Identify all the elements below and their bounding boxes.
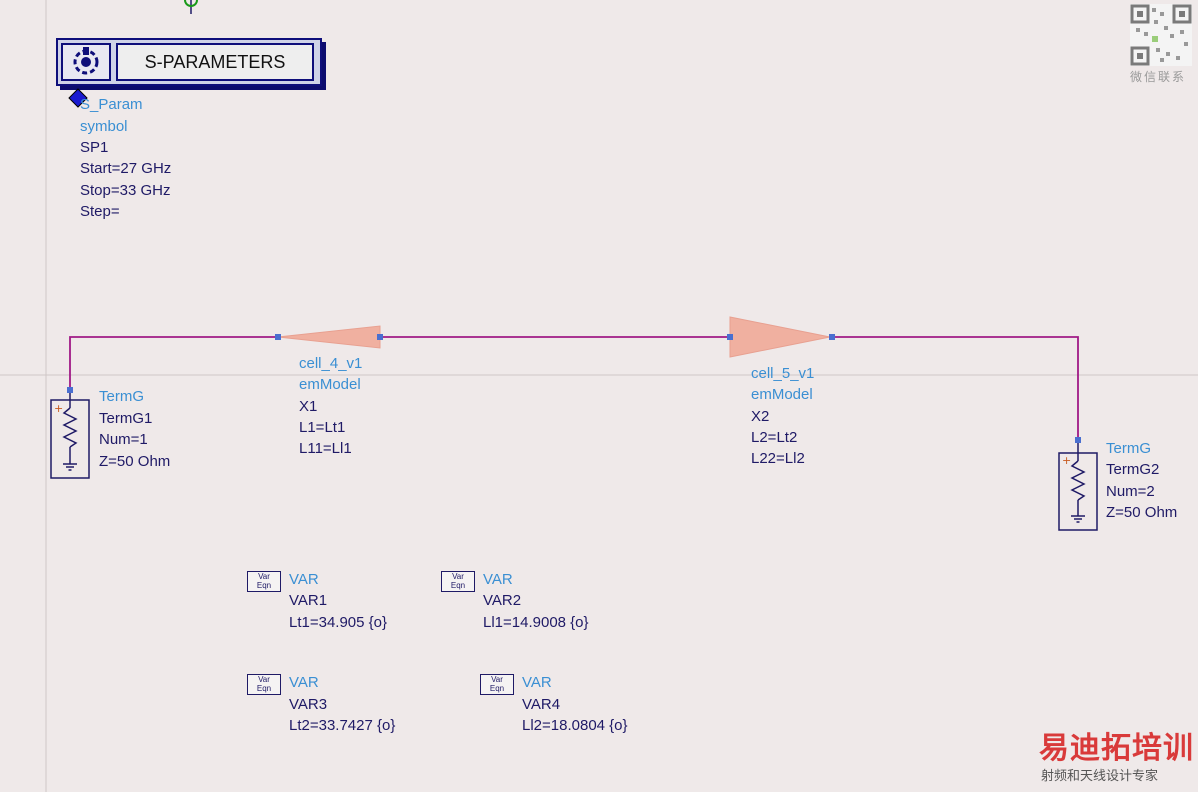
cell5-label-name: cell_5_v1	[751, 365, 815, 382]
cell4-label-param1: L1=Lt1	[299, 419, 346, 436]
ground-node-top[interactable]	[184, 0, 198, 14]
var3-label-type: VAR	[289, 674, 319, 691]
term2-label-num: Num=2	[1106, 483, 1155, 500]
term1-label-instance: TermG1	[99, 410, 153, 427]
var4-label-type: VAR	[522, 674, 552, 691]
term1-label-type: TermG	[99, 388, 144, 405]
watermark-tagline: 射频和天线设计专家	[1041, 768, 1159, 783]
var2-label-expr: Ll1=14.9008 {o}	[483, 614, 589, 631]
termg2-symbol[interactable]: +	[1058, 437, 1098, 531]
var4-icon[interactable]: Var Eqn	[480, 674, 514, 695]
sparam-controller-block[interactable]: S-PARAMETERS	[56, 38, 322, 86]
cell5-label-param2: L22=Ll2	[751, 450, 805, 467]
cell5-pin-2[interactable]	[829, 334, 835, 340]
var3-label-name: VAR3	[289, 696, 328, 713]
var3-icon[interactable]: Var Eqn	[247, 674, 281, 695]
var1-icon[interactable]: Var Eqn	[247, 571, 281, 592]
cell4-label-param2: L11=Ll1	[299, 440, 352, 457]
cell4-label-instance: X1	[299, 398, 318, 415]
sparam-icon	[61, 43, 111, 81]
watermark-brand: 易迪拓培训	[1039, 732, 1194, 765]
var1-label-expr: Lt1=34.905 {o}	[289, 614, 388, 631]
var4-label-name: VAR4	[522, 696, 561, 713]
var2-label-name: VAR2	[483, 592, 522, 609]
cell4-label-model: emModel	[299, 376, 361, 393]
var4-label-expr: Ll2=18.0804 {o}	[522, 717, 628, 734]
term1-label-num: Num=1	[99, 431, 148, 448]
sparam-label-stop: Stop=33 GHz	[80, 182, 171, 199]
cell4-pin-1[interactable]	[275, 334, 281, 340]
cell4-emmodel-symbol[interactable]	[277, 325, 381, 349]
sparam-title: S-PARAMETERS	[116, 43, 314, 81]
cell5-emmodel-symbol[interactable]	[729, 316, 831, 358]
cell4-pin-2[interactable]	[377, 334, 383, 340]
cell5-label-param1: L2=Lt2	[751, 429, 798, 446]
var2-label-type: VAR	[483, 571, 513, 588]
qr-code-image	[1130, 4, 1192, 66]
qr-caption: 微信联系	[1130, 70, 1187, 84]
sparam-label-lib: symbol	[80, 118, 128, 135]
cell5-pin-1[interactable]	[727, 334, 733, 340]
sparam-label-start: Start=27 GHz	[80, 160, 172, 177]
sparam-label-instance: SP1	[80, 139, 109, 156]
cell5-label-model: emModel	[751, 386, 813, 403]
var2-icon[interactable]: Var Eqn	[441, 571, 475, 592]
sparam-label-step: Step=	[80, 203, 120, 220]
cell4-label-name: cell_4_v1	[299, 355, 363, 372]
var1-label-type: VAR	[289, 571, 319, 588]
svg-text:+: +	[1062, 454, 1071, 467]
cell5-label-instance: X2	[751, 408, 770, 425]
var3-label-expr: Lt2=33.7427 {o}	[289, 717, 396, 734]
term2-label-instance: TermG2	[1106, 461, 1160, 478]
wire-net[interactable]	[69, 336, 1079, 440]
term2-label-type: TermG	[1106, 440, 1151, 457]
var1-label-name: VAR1	[289, 592, 328, 609]
termg1-symbol[interactable]: +	[50, 387, 90, 479]
sparam-anchor-diamond[interactable]	[68, 88, 88, 108]
term1-label-impedance: Z=50 Ohm	[99, 453, 171, 470]
sparam-label-type: S_Param	[80, 96, 143, 113]
svg-text:+: +	[54, 402, 63, 415]
term2-label-impedance: Z=50 Ohm	[1106, 504, 1178, 521]
